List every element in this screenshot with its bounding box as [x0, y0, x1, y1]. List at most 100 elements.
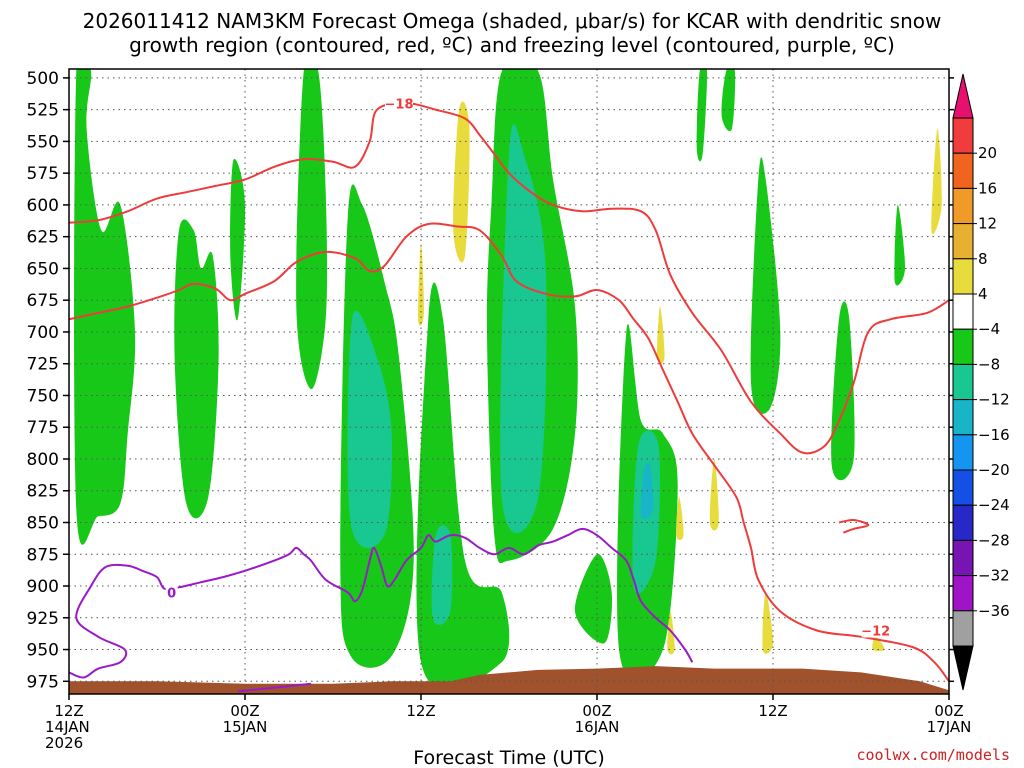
x-axis-title: Forecast Time (UTC) [413, 747, 604, 768]
colorbar-bottom-arrow [952, 645, 974, 691]
freezing-level-contour-label-bg-0 [165, 584, 178, 600]
dgz-contour-label-bg-0 [385, 95, 413, 111]
omega-region-21 [656, 306, 665, 364]
omega-region-15 [500, 123, 547, 534]
x-tick-label-12-0: 00Z [230, 702, 259, 720]
omega-region-24 [931, 128, 942, 235]
freezing-level-contour-1 [237, 682, 312, 693]
y-tick-label-625: 625 [27, 228, 59, 248]
colorbar-label-2: 12 [978, 215, 997, 233]
x-tick-label-36-0: 00Z [582, 702, 611, 720]
colorbar-label-7: −12 [978, 391, 1010, 409]
colorbar-box-6 [952, 328, 974, 365]
y-tick-label-500: 500 [27, 69, 59, 89]
y-tick-label-675: 675 [27, 291, 59, 311]
colorbar-label-0: 20 [978, 144, 997, 162]
y-tick-label-700: 700 [27, 323, 59, 343]
omega-region-9 [696, 69, 708, 162]
colorbar-box-14 [952, 610, 974, 647]
colorbar-box-9 [952, 434, 974, 471]
colorbar-box-3 [952, 223, 974, 260]
colorbar-label-8: −16 [978, 426, 1010, 444]
colorbar-label-4: 4 [978, 285, 988, 303]
y-tick-label-600: 600 [27, 196, 59, 216]
y-tick-label-825: 825 [27, 482, 59, 502]
x-tick-label-12-1: 15JAN [223, 718, 268, 736]
x-tick-label-60-0: 00Z [934, 702, 963, 720]
contour-labels: −18 −12 0 [165, 95, 890, 639]
colorbar-box-12 [952, 539, 974, 577]
colorbar-top-arrow [952, 73, 974, 119]
y-tick-label-650: 650 [27, 259, 59, 279]
dgz-contour-label-0: −18 [385, 97, 414, 112]
freezing-level-contour-0 [69, 527, 694, 679]
colorbar-label-10: −24 [978, 496, 1010, 514]
terrain-fill [69, 666, 949, 694]
chart-title-line-1: 2026011412 NAM3KM Forecast Omega (shaded… [83, 9, 942, 33]
y-tick-label-575: 575 [27, 164, 59, 184]
dgz-contour-label-bg-1 [861, 622, 890, 638]
plot-grid [69, 69, 949, 694]
colorbar-box-4 [952, 258, 974, 295]
omega-region-25 [667, 611, 675, 655]
y-tick-label-775: 775 [27, 418, 59, 438]
y-tick-label-975: 975 [27, 672, 59, 692]
dgz-contour-label-1: −12 [861, 624, 890, 639]
colorbar-box-1 [952, 152, 974, 189]
omega-region-23 [762, 592, 774, 654]
omega-region-10 [721, 69, 736, 132]
omega-region-17 [431, 525, 453, 626]
omega-region-2 [230, 158, 246, 321]
colorbar-box-5 [952, 293, 974, 330]
colorbar-label-1: 16 [978, 179, 997, 197]
colorbar-box-8 [952, 399, 974, 436]
y-tick-label-525: 525 [27, 101, 59, 121]
omega-region-19 [453, 101, 470, 263]
y-tick-label-900: 900 [27, 577, 59, 597]
x-tick-label-48-0: 12Z [758, 702, 787, 720]
omega-region-0 [74, 69, 136, 545]
colorbar-label-3: 8 [978, 250, 988, 268]
colorbar-box-2 [952, 187, 974, 225]
colorbar-label-13: −36 [978, 602, 1010, 620]
colorbar-box-7 [952, 363, 974, 401]
omega-region-1 [174, 219, 219, 519]
credit-link[interactable]: coolwx.com/models [856, 746, 1010, 764]
y-tick-label-950: 950 [27, 641, 59, 661]
colorbar-box-0 [952, 117, 974, 154]
x-tick-label-24-0: 12Z [406, 702, 435, 720]
dgz-contour-0 [69, 102, 949, 455]
colorbar-box-10 [952, 469, 974, 506]
omega-region-3 [296, 69, 328, 390]
colorbar-box-13 [952, 575, 974, 612]
y-axis: 500 525 550 575 600 625 650 675 700 725 750 775 800 8… [27, 69, 954, 692]
x-tick-label-0-1: 14JAN [45, 718, 90, 736]
x-tick-label-0-0: 12Z [54, 702, 83, 720]
y-tick-label-725: 725 [27, 355, 59, 375]
freezing-level-contour-label-0: 0 [167, 586, 176, 601]
colorbar-label-11: −28 [978, 531, 1010, 549]
colorbar-label-12: −32 [978, 567, 1010, 585]
omega-region-11 [750, 157, 781, 414]
y-tick-label-850: 850 [27, 514, 59, 534]
omega-region-26 [676, 497, 684, 540]
colorbar-label-5: −4 [978, 320, 1000, 338]
contour-lines [69, 102, 949, 693]
dgz-contour-2 [838, 518, 870, 534]
y-tick-label-925: 925 [27, 609, 59, 629]
omega-region-27 [872, 636, 885, 652]
y-tick-label-750: 750 [27, 386, 59, 406]
terrain-area [69, 666, 949, 694]
colorbar-box-11 [952, 504, 974, 541]
y-tick-label-800: 800 [27, 450, 59, 470]
omega-region-14 [347, 310, 393, 548]
omega-region-22 [709, 459, 719, 531]
colorbar-label-6: −8 [978, 355, 1000, 373]
plot-frame [68, 68, 950, 695]
x-tick-label-60-1: 17JAN [927, 718, 972, 736]
omega-region-7 [574, 554, 612, 644]
x-tick-label-36-1: 16JAN [575, 718, 620, 736]
omega-region-13 [894, 204, 906, 286]
